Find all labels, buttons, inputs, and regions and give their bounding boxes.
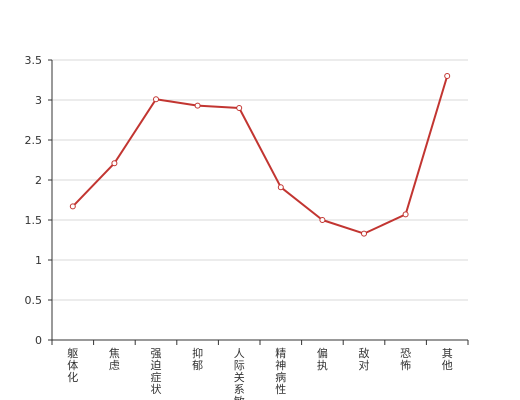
data-point: [69, 203, 76, 210]
data-point: [319, 217, 326, 223]
data-point: [236, 105, 243, 111]
x-category-label: 恐怖: [400, 347, 411, 372]
y-tick-label: 2.5: [25, 134, 43, 147]
data-point: [402, 211, 409, 218]
series-line-layer: [71, 75, 449, 235]
y-tick-label: 1: [35, 254, 42, 267]
x-category-label: 躯体化: [67, 347, 78, 384]
grid-lines: [52, 59, 468, 301]
y-axis-tick-labels: 0 0.5 1 1.5 2 2.5 3 3.5: [25, 54, 43, 347]
x-category-label: 焦虑: [109, 347, 120, 372]
y-tick-label: 3.5: [25, 54, 43, 67]
data-point: [194, 102, 201, 109]
y-tick-label: 2: [35, 174, 42, 187]
data-point: [153, 96, 159, 103]
data-point: [277, 184, 284, 191]
data-point: [444, 73, 451, 79]
x-category-label: 偏执: [317, 346, 328, 372]
x-category-label: 精神病性: [275, 347, 286, 396]
x-category-label: 敌对: [359, 346, 370, 372]
y-tick-label: 0.5: [25, 294, 43, 307]
y-tick-label: 3: [35, 94, 42, 107]
x-category-label: 强迫症状: [151, 347, 162, 396]
x-category-label: 人际关系敏感: [234, 347, 245, 400]
x-axis-category-labels: 躯体化 焦虑 强迫症状 抑郁 人际关系敏感 精神病性 偏执 敌对 恐怖 其他: [67, 346, 452, 400]
y-tick-label: 0: [35, 334, 42, 347]
series-line: [71, 75, 449, 235]
x-category-label: 抑郁: [192, 346, 203, 372]
data-point: [111, 160, 118, 167]
y-tick-label: 1.5: [25, 214, 43, 227]
axes: [48, 59, 469, 345]
data-point: [361, 230, 367, 237]
x-category-label: 其他: [442, 347, 453, 372]
data-points: [69, 73, 451, 237]
